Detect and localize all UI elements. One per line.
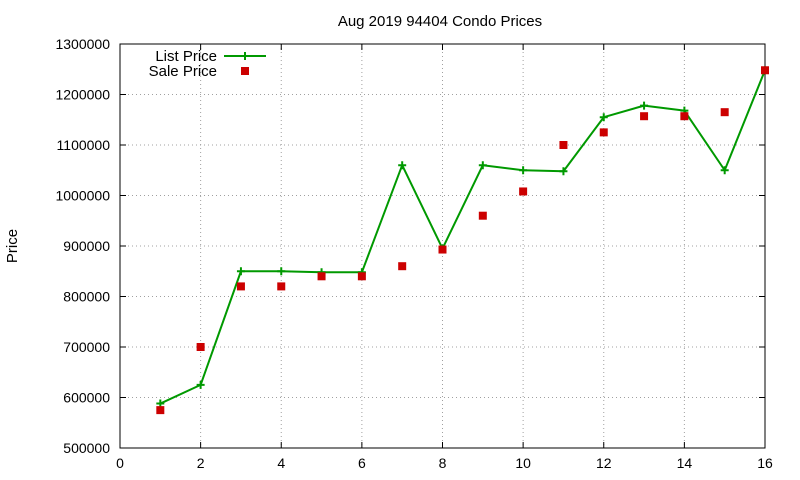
sale-price-point (599, 128, 608, 137)
sale-price-point (357, 272, 366, 281)
y-tick-label: 500000 (63, 440, 110, 456)
x-tick-label: 14 (677, 455, 693, 471)
sale-price-point (196, 343, 205, 351)
x-tick-label: 12 (596, 455, 612, 471)
sale-price-point (761, 66, 769, 75)
list-price-point (277, 267, 286, 276)
y-tick-label: 1000000 (55, 188, 110, 204)
x-tick-label: 6 (358, 455, 366, 471)
list-price-point (196, 380, 205, 389)
list-price-point (398, 161, 407, 170)
x-tick-label: 2 (197, 455, 205, 471)
list-price-point (640, 101, 649, 110)
sale-price-point (398, 262, 407, 271)
axis-ticks: 0 2 4 6 8 10 12 14 16 500000 600000 700000 800000 900… (55, 36, 773, 471)
list-price-point (559, 167, 568, 176)
y-tick-label: 1300000 (55, 36, 110, 52)
legend-marker-list-price (241, 52, 249, 60)
sale-price-point (478, 211, 487, 220)
list-price-line (159, 69, 766, 405)
sale-price-point (236, 282, 245, 291)
chart-title: Aug 2019 94404 Condo Prices (338, 13, 542, 30)
sale-price-point (438, 245, 447, 254)
y-tick-label: 800000 (63, 289, 110, 305)
x-tick-label: 4 (277, 455, 285, 471)
sale-price-point (156, 406, 165, 415)
list-price-point (478, 161, 487, 170)
x-tick-label: 8 (439, 455, 447, 471)
legend-label-list-price: List Price (155, 48, 217, 65)
y-axis-label: Price (4, 229, 21, 263)
sale-price-point (317, 272, 326, 281)
list-price-point (236, 267, 245, 276)
x-tick-label: 10 (515, 455, 531, 471)
y-tick-label: 700000 (63, 339, 110, 355)
series-layer (156, 66, 769, 415)
x-tick-label: 16 (757, 455, 773, 471)
legend-label-sale-price: Sale Price (149, 63, 217, 80)
legend-marker-sale-price (241, 67, 249, 75)
sale-price-point (277, 282, 286, 291)
y-tick-label: 900000 (63, 238, 110, 254)
y-tick-label: 1100000 (57, 137, 111, 153)
list-price-point (519, 166, 528, 175)
sale-price-point (519, 187, 528, 196)
sale-price-point (640, 112, 649, 121)
grid-lines (120, 44, 765, 448)
sale-price-point (559, 141, 568, 149)
list-price-point (599, 113, 608, 122)
y-tick-label: 1200000 (55, 87, 110, 103)
sale-price-point (680, 112, 689, 121)
list-price-point (720, 166, 729, 175)
x-tick-label: 0 (116, 455, 124, 471)
sale-price-point (720, 108, 729, 117)
y-tick-label: 600000 (63, 390, 110, 406)
